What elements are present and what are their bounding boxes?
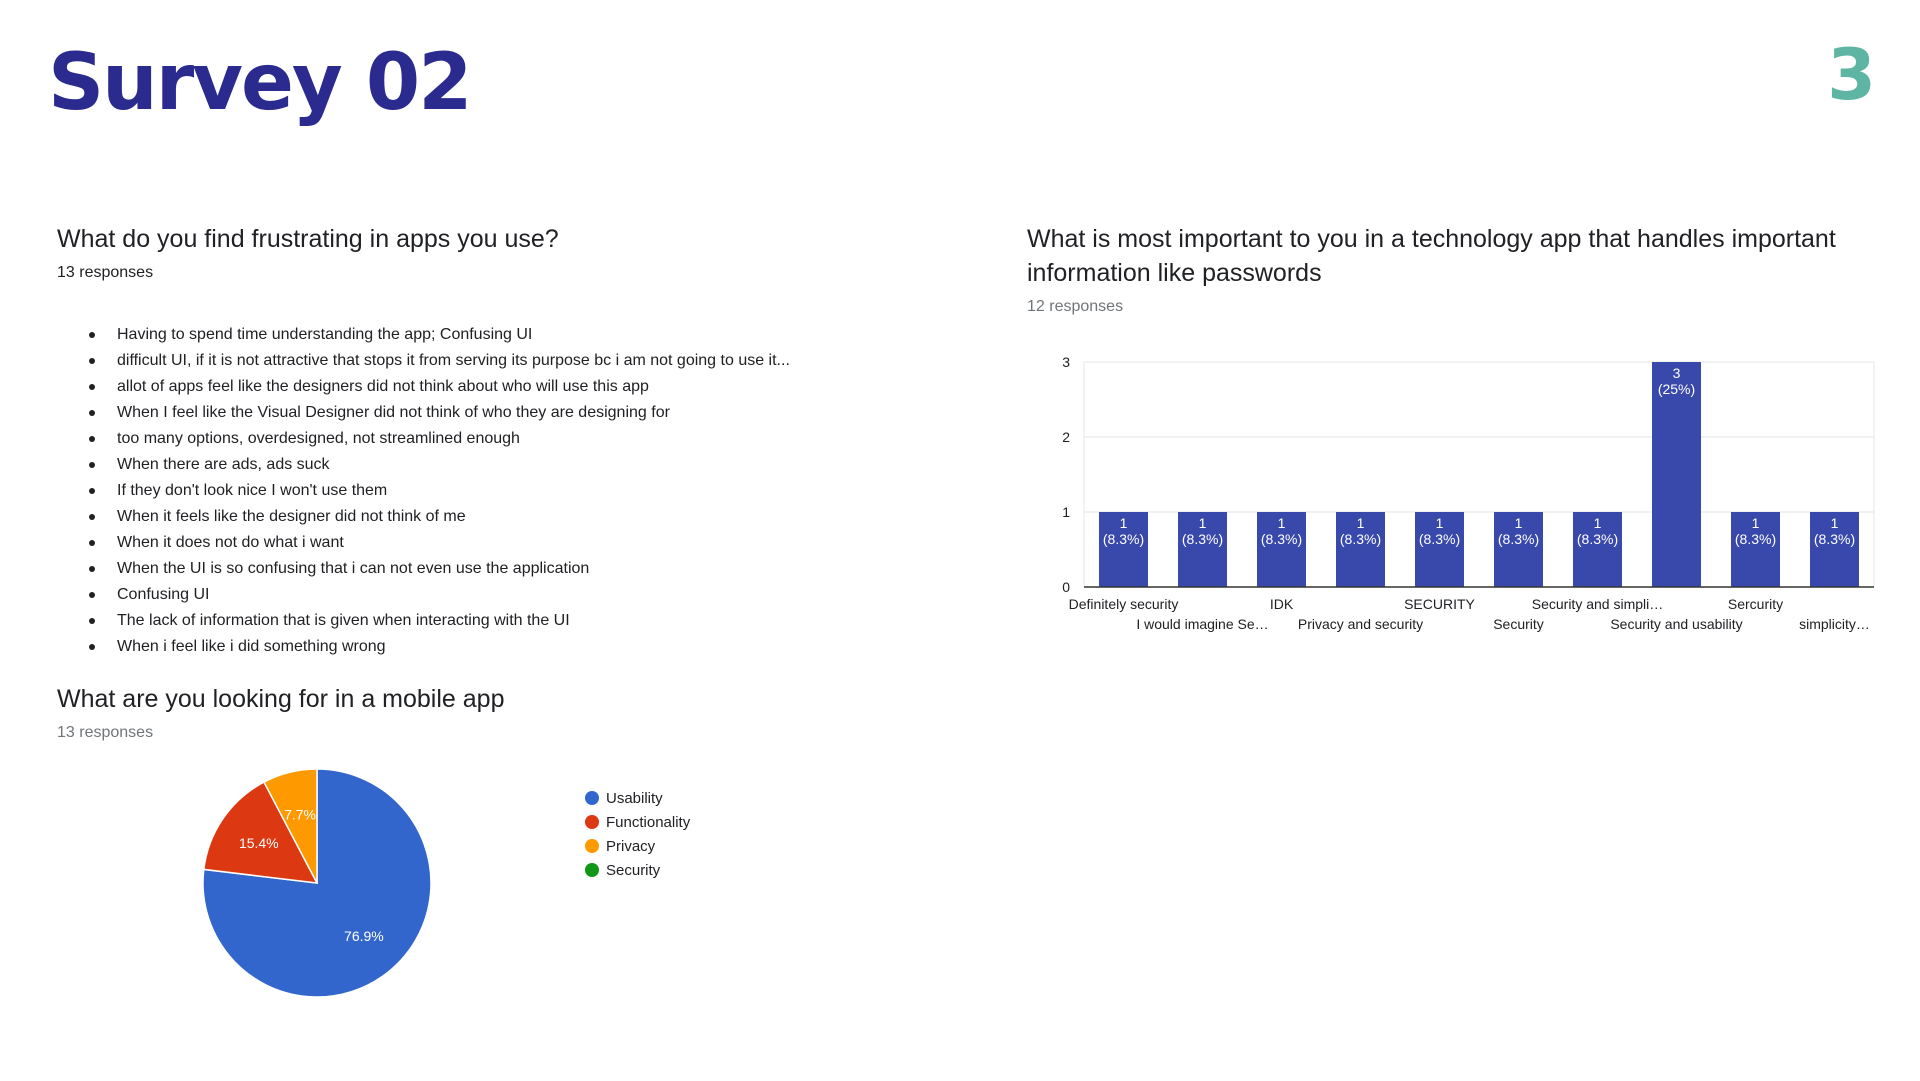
bar-value-label: 1 <box>1752 515 1760 531</box>
legend-item: Functionality <box>585 810 690 834</box>
bar-percent-label: (8.3%) <box>1103 531 1144 547</box>
x-tick-label: Sercurity <box>1728 596 1783 612</box>
bar <box>1652 362 1701 587</box>
bar-percent-label: (8.3%) <box>1814 531 1855 547</box>
y-tick-label: 0 <box>1062 579 1070 595</box>
y-tick-label: 2 <box>1062 429 1070 445</box>
legend-swatch <box>585 791 599 805</box>
slide-title: Survey 02 <box>48 38 472 128</box>
pie-legend: Usability Functionality Privacy Security <box>585 786 690 882</box>
list-item: When it feels like the designer did not … <box>89 504 957 530</box>
list-item: If they don't look nice I won't use them <box>89 478 957 504</box>
legend-swatch <box>585 839 599 853</box>
bar <box>1731 512 1780 587</box>
bar-value-label: 1 <box>1199 515 1207 531</box>
mobile-app-section: What are you looking for in a mobile app… <box>57 682 817 998</box>
importance-question: What is most important to you in a techn… <box>1027 225 1836 287</box>
bar-percent-label: (8.3%) <box>1261 531 1302 547</box>
y-tick-label: 1 <box>1062 504 1070 520</box>
pie-slice-privacy <box>262 768 318 884</box>
list-item: When i feel like i did something wrong <box>89 634 957 660</box>
list-item: difficult UI, if it is not attractive th… <box>89 348 957 374</box>
x-tick-label: SECURITY <box>1404 596 1475 612</box>
x-tick-label: I would imagine Se… <box>1136 616 1268 632</box>
x-tick-label: Security and simpli… <box>1532 596 1664 612</box>
x-tick-label: Security <box>1493 616 1544 632</box>
x-tick-label: Privacy and security <box>1298 616 1423 632</box>
list-item: When I feel like the Visual Designer did… <box>89 400 957 426</box>
bar-percent-label: (8.3%) <box>1182 531 1223 547</box>
x-tick-label: IDK <box>1270 596 1294 612</box>
frustrations-response-count: 13 responses <box>57 264 154 281</box>
bar-value-label: 1 <box>1120 515 1128 531</box>
list-item: too many options, overdesigned, not stre… <box>89 426 957 452</box>
legend-label: Usability <box>606 789 663 807</box>
bar-percent-label: (8.3%) <box>1577 531 1618 547</box>
legend-label: Functionality <box>606 813 691 831</box>
bar-percent-label: (8.3%) <box>1498 531 1539 547</box>
bar-value-label: 1 <box>1436 515 1444 531</box>
legend-item: Usability <box>585 786 690 810</box>
slide-number: 3 <box>1827 34 1876 116</box>
bar-percent-label: (25%) <box>1658 381 1695 397</box>
frustrations-question: What do you find frustrating in apps you… <box>57 225 559 253</box>
bar <box>1257 512 1306 587</box>
pie-data-label: 76.9% <box>344 928 384 944</box>
bar <box>1573 512 1622 587</box>
list-item: When the UI is so confusing that i can n… <box>89 556 957 582</box>
bar <box>1494 512 1543 587</box>
frustrations-section: What do you find frustrating in apps you… <box>57 222 957 660</box>
bar-value-label: 3 <box>1673 365 1681 381</box>
importance-section: What is most important to you in a techn… <box>1027 222 1887 632</box>
pie-chart: 76.9% 15.4% 7.7% <box>202 768 432 998</box>
pie-data-label: 7.7% <box>284 806 316 822</box>
legend-item: Privacy <box>585 834 690 858</box>
x-tick-label: simplicity… <box>1799 616 1870 632</box>
list-item: Having to spend time understanding the a… <box>89 322 957 348</box>
list-item: When there are ads, ads suck <box>89 452 957 478</box>
bar <box>1810 512 1859 587</box>
legend-label: Privacy <box>606 837 656 855</box>
bar-percent-label: (8.3%) <box>1419 531 1460 547</box>
list-item: allot of apps feel like the designers di… <box>89 374 957 400</box>
bar <box>1099 512 1148 587</box>
list-item: Confusing UI <box>89 582 957 608</box>
frustrations-list: Having to spend time understanding the a… <box>57 322 957 660</box>
bar-percent-label: (8.3%) <box>1340 531 1381 547</box>
pie-data-label: 15.4% <box>239 835 279 851</box>
y-tick-label: 3 <box>1062 354 1070 370</box>
pie-slice-functionality <box>202 781 319 884</box>
x-tick-label: Definitely security <box>1069 596 1179 612</box>
mobile-response-count: 13 responses <box>57 724 154 741</box>
bar-value-label: 1 <box>1515 515 1523 531</box>
mobile-question: What are you looking for in a mobile app <box>57 685 505 713</box>
bar-percent-label: (8.3%) <box>1735 531 1776 547</box>
legend-label: Security <box>606 861 661 879</box>
importance-response-count: 12 responses <box>1027 298 1124 315</box>
bar-value-label: 1 <box>1357 515 1365 531</box>
bar <box>1336 512 1385 587</box>
bar-value-label: 1 <box>1831 515 1839 531</box>
bar-value-label: 1 <box>1594 515 1602 531</box>
list-item: When it does not do what i want <box>89 530 957 556</box>
legend-item: Security <box>585 858 690 882</box>
list-item: The lack of information that is given wh… <box>89 608 957 634</box>
legend-swatch <box>585 863 599 877</box>
bar-value-label: 1 <box>1278 515 1286 531</box>
x-tick-label: Security and usability <box>1610 616 1742 632</box>
bar <box>1415 512 1464 587</box>
bar <box>1178 512 1227 587</box>
legend-swatch <box>585 815 599 829</box>
